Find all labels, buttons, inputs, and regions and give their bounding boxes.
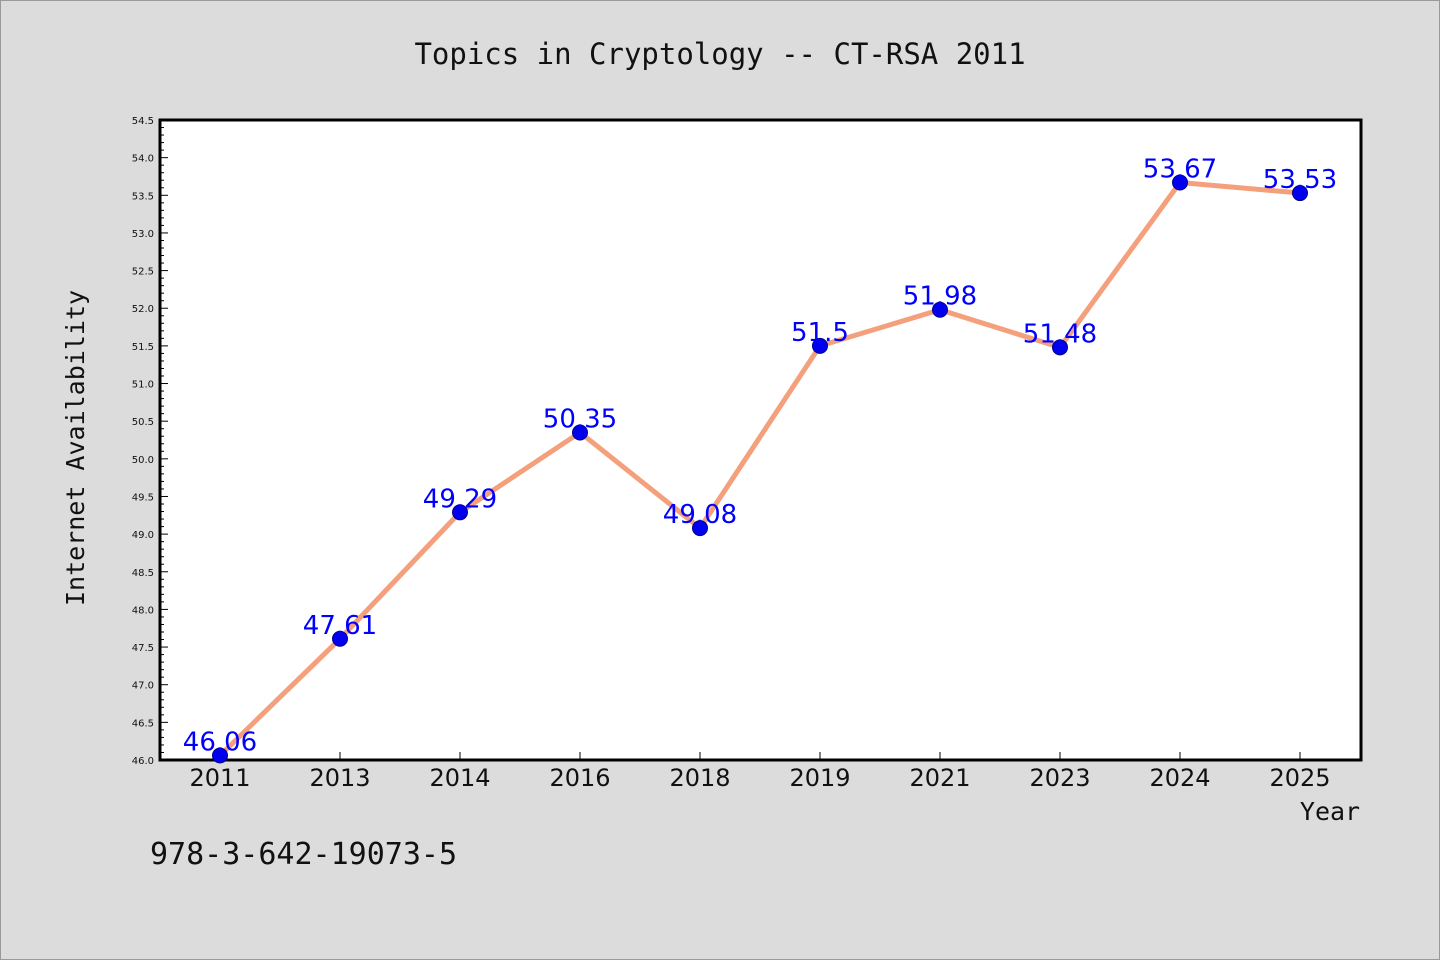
data-labels-group: 46.06 47.61 49.29 50.35 49.08 51.5 51.98 51.48 5…	[183, 154, 1337, 757]
data-point-marker	[212, 747, 228, 764]
y-tick-label: 51.5	[132, 342, 154, 353]
data-label: 46.06	[183, 727, 257, 757]
x-tick-label: 2019	[789, 764, 850, 792]
x-axis-title: Year	[1300, 797, 1360, 826]
y-axis-title: Internet Availability	[61, 290, 90, 606]
y-axis: 46.0 46.5 47.0 47.5 48.0 48.5 49.0 49.5 50.0 50.5…	[132, 116, 168, 767]
data-label: 49.29	[423, 484, 497, 514]
data-label: 51.98	[903, 282, 977, 312]
series-line	[217, 179, 1303, 758]
data-point-marker	[452, 504, 468, 521]
data-label: 53.53	[1263, 165, 1337, 195]
isbn-text: 978-3-642-19073-5	[150, 837, 457, 872]
chart-title: Topics in Cryptology -- CT-RSA 2011	[414, 37, 1025, 71]
y-tick-label: 50.5	[132, 417, 154, 428]
y-tick-label: 51.0	[132, 380, 154, 391]
x-tick-label: 2016	[549, 764, 610, 792]
data-point-marker	[1292, 185, 1308, 202]
y-tick-label: 49.0	[132, 530, 154, 541]
y-tick-label: 50.0	[132, 455, 154, 466]
data-label: 51.5	[791, 318, 849, 348]
y-tick-label: 53.5	[132, 191, 154, 202]
y-tick-label: 46.5	[132, 718, 154, 729]
y-tick-label: 54.0	[132, 154, 154, 165]
y-tick-label: 52.5	[132, 267, 154, 278]
x-tick-label: 2014	[429, 764, 490, 792]
x-tick-label: 2011	[189, 764, 250, 792]
x-tick-label: 2023	[1029, 764, 1090, 792]
y-tick-label: 52.0	[132, 304, 154, 315]
data-point-marker	[812, 337, 828, 354]
y-tick-label: 49.5	[132, 492, 154, 503]
x-tick-label: 2024	[1149, 764, 1210, 792]
data-point-marker	[692, 520, 708, 537]
data-point-marker	[1052, 339, 1068, 356]
data-label: 47.61	[303, 611, 377, 641]
data-point-marker	[932, 301, 948, 318]
x-tick-label: 2018	[669, 764, 730, 792]
x-tick-label: 2021	[909, 764, 970, 792]
y-tick-label: 48.0	[132, 605, 154, 616]
data-label: 49.08	[663, 500, 737, 530]
y-tick-label: 46.0	[132, 756, 154, 767]
y-tick-label: 54.5	[132, 116, 154, 127]
data-point-marker	[1172, 174, 1188, 191]
plot-area	[158, 118, 1363, 762]
data-point-marker	[332, 630, 348, 647]
y-tick-label: 48.5	[132, 568, 154, 579]
y-tick-label: 47.0	[132, 681, 154, 692]
series-line-group	[212, 174, 1308, 764]
x-tick-label: 2013	[309, 764, 370, 792]
data-label: 51.48	[1023, 319, 1097, 349]
data-point-marker	[572, 424, 588, 441]
data-label: 50.35	[543, 404, 617, 434]
x-axis: 2011 2013 2014 2016 2018 2019 2021 2023 2024 2025	[189, 752, 1331, 792]
x-tick-label: 2025	[1269, 764, 1330, 792]
y-tick-label: 53.0	[132, 229, 154, 240]
y-tick-label: 47.5	[132, 643, 154, 654]
data-label: 53.67	[1143, 154, 1217, 184]
